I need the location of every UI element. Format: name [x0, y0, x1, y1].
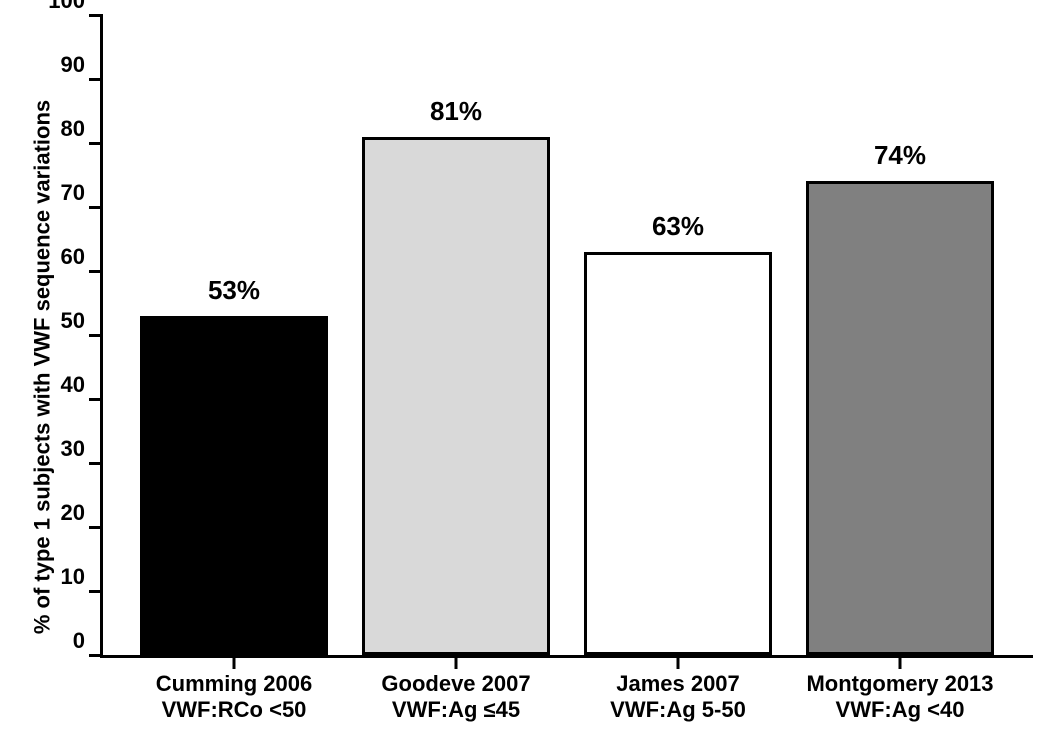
y-tick-label: 90: [61, 52, 85, 78]
y-tick-label: 0: [73, 628, 85, 654]
y-tick-label: 100: [48, 0, 85, 14]
y-tick-label: 60: [61, 244, 85, 270]
y-axis-label: % of type 1 subjects with VWF sequence v…: [30, 99, 56, 633]
y-tick: [89, 142, 103, 145]
bar: [806, 181, 994, 655]
bar-chart: % of type 1 subjects with VWF sequence v…: [0, 0, 1050, 733]
y-tick-label: 10: [61, 564, 85, 590]
x-label-line1: Montgomery 2013: [806, 671, 993, 697]
y-tick: [89, 270, 103, 273]
x-tick: [455, 655, 458, 669]
x-label-line1: Cumming 2006: [156, 671, 313, 697]
y-tick: [89, 14, 103, 17]
x-label-line2: VWF:Ag <40: [806, 697, 993, 723]
y-tick-label: 20: [61, 500, 85, 526]
x-tick: [677, 655, 680, 669]
y-tick-label: 70: [61, 180, 85, 206]
y-tick-label: 30: [61, 436, 85, 462]
bar-value-label: 74%: [874, 140, 926, 171]
x-label-line1: James 2007: [610, 671, 746, 697]
x-label-line2: VWF:Ag 5-50: [610, 697, 746, 723]
bars-container: 53%Cumming 2006VWF:RCo <5081%Goodeve 200…: [103, 15, 1033, 655]
y-tick: [89, 654, 103, 657]
bar-value-label: 63%: [652, 211, 704, 242]
x-label-line1: Goodeve 2007: [381, 671, 530, 697]
y-tick: [89, 526, 103, 529]
y-tick-label: 50: [61, 308, 85, 334]
y-tick: [89, 206, 103, 209]
y-tick-label: 80: [61, 116, 85, 142]
x-tick-label: Goodeve 2007VWF:Ag ≤45: [381, 671, 530, 724]
x-tick-label: James 2007VWF:Ag 5-50: [610, 671, 746, 724]
bar: [584, 252, 772, 655]
y-tick: [89, 590, 103, 593]
y-tick: [89, 334, 103, 337]
bar: [362, 137, 550, 655]
y-tick: [89, 462, 103, 465]
bar-value-label: 81%: [430, 96, 482, 127]
plot-area: 53%Cumming 2006VWF:RCo <5081%Goodeve 200…: [100, 15, 1033, 658]
x-tick: [899, 655, 902, 669]
x-tick-label: Cumming 2006VWF:RCo <50: [156, 671, 313, 724]
y-tick: [89, 398, 103, 401]
x-label-line2: VWF:RCo <50: [156, 697, 313, 723]
bar: [140, 316, 328, 655]
x-tick-label: Montgomery 2013VWF:Ag <40: [806, 671, 993, 724]
y-tick-label: 40: [61, 372, 85, 398]
bar-value-label: 53%: [208, 275, 260, 306]
x-tick: [233, 655, 236, 669]
x-label-line2: VWF:Ag ≤45: [381, 697, 530, 723]
y-tick: [89, 78, 103, 81]
